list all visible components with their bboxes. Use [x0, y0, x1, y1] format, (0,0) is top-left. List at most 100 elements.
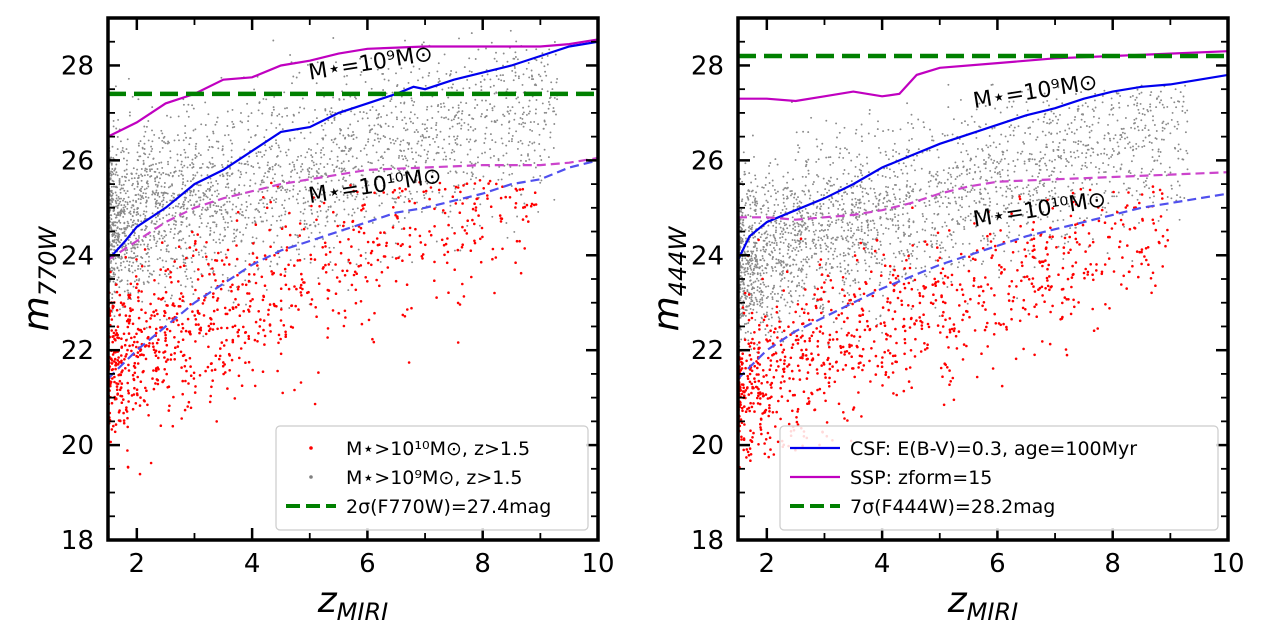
gray-point [793, 239, 796, 242]
gray-point [142, 213, 145, 216]
red-point [116, 325, 120, 329]
gray-point [323, 153, 326, 156]
gray-point [841, 221, 844, 224]
red-point [514, 261, 517, 265]
gray-point [255, 208, 258, 210]
gray-point [112, 173, 115, 175]
gray-point [395, 72, 397, 75]
red-point [296, 259, 300, 262]
gray-point [175, 220, 178, 223]
gray-point [767, 224, 770, 227]
gray-point [222, 218, 225, 221]
gray-point [950, 280, 953, 283]
gray-point [215, 225, 218, 228]
gray-point [119, 221, 122, 224]
red-point [470, 275, 473, 279]
gray-point [133, 280, 136, 283]
red-point [114, 329, 118, 332]
red-point [181, 392, 184, 396]
gray-point [441, 147, 444, 150]
gray-point [751, 201, 754, 204]
gray-point [135, 243, 138, 246]
gray-point [906, 249, 909, 251]
gray-point [1004, 135, 1007, 138]
gray-point [173, 196, 175, 199]
gray-point [892, 149, 895, 152]
gray-point [437, 110, 440, 113]
gray-point [137, 268, 139, 270]
gray-point [900, 168, 903, 171]
gray-point [549, 136, 552, 139]
gray-point [957, 142, 959, 145]
red-point [401, 243, 404, 246]
gray-point [502, 171, 505, 174]
gray-point [333, 170, 335, 173]
red-point [109, 309, 112, 313]
gray-point [1158, 101, 1161, 104]
gray-point [355, 97, 357, 100]
gray-point [253, 88, 256, 91]
gray-point [268, 167, 271, 170]
red-point [237, 328, 241, 332]
gray-point [447, 96, 450, 99]
red-point [158, 350, 161, 354]
gray-point [184, 199, 187, 201]
gray-point [239, 231, 241, 234]
gray-point [261, 191, 264, 193]
gray-point [749, 267, 752, 270]
gray-point [529, 128, 532, 131]
gray-point [893, 170, 895, 173]
gray-point [185, 136, 188, 139]
gray-point [413, 131, 416, 134]
red-point [126, 381, 129, 385]
red-point [137, 299, 140, 303]
gray-point [297, 253, 300, 256]
gray-point [898, 188, 901, 191]
gray-point [437, 62, 440, 65]
gray-point [545, 111, 548, 114]
red-point [230, 358, 234, 362]
red-point [231, 338, 235, 342]
gray-point [180, 206, 183, 208]
gray-point [273, 241, 275, 244]
gray-point [322, 128, 325, 131]
gray-point [1067, 123, 1069, 126]
gray-point [330, 122, 333, 124]
gray-point [1092, 151, 1095, 154]
gray-point [425, 159, 428, 162]
gray-point [931, 135, 934, 138]
gray-point [1044, 134, 1047, 137]
red-point [375, 278, 378, 282]
red-point [268, 303, 272, 306]
gray-point [1149, 109, 1152, 112]
gray-point [236, 228, 239, 231]
red-point [398, 187, 402, 190]
gray-point [169, 185, 172, 188]
red-point [178, 297, 182, 301]
gray-point [366, 117, 369, 120]
red-point [300, 278, 304, 281]
gray-point [181, 254, 184, 257]
gray-point [382, 89, 385, 91]
gray-point [855, 228, 858, 231]
gray-point [454, 138, 457, 141]
gray-point [1052, 201, 1055, 204]
gray-point [380, 115, 383, 118]
gray-point [775, 258, 778, 261]
gray-point [343, 167, 346, 170]
gray-point [250, 165, 253, 167]
gray-point [533, 141, 536, 144]
gray-point [441, 195, 444, 198]
gray-point [201, 256, 204, 259]
red-point [284, 335, 288, 339]
gray-point [148, 272, 151, 275]
gray-point [206, 208, 209, 211]
red-point [429, 186, 433, 189]
red-point [210, 318, 213, 321]
red-point [454, 202, 458, 205]
gray-point [1069, 151, 1072, 153]
gray-point [527, 105, 530, 108]
gray-point [796, 202, 799, 205]
gray-point [857, 261, 860, 264]
gray-point [120, 204, 123, 207]
